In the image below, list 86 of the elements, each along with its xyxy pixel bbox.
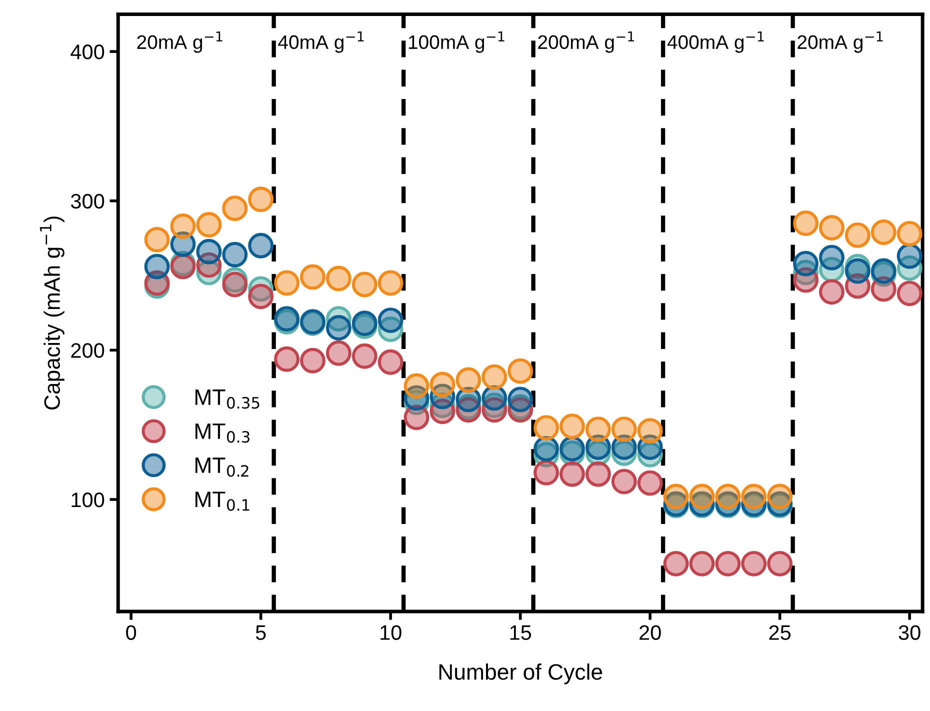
x-tick-label: 15 (510, 625, 532, 640)
point (741, 550, 767, 576)
point (663, 550, 689, 576)
point (534, 436, 560, 462)
point (352, 272, 378, 298)
point (378, 270, 404, 296)
point (430, 372, 456, 398)
point (560, 461, 585, 487)
point (196, 212, 222, 238)
point (456, 367, 482, 393)
point (378, 308, 404, 334)
point (896, 243, 922, 269)
y-tick-label: 300 (70, 194, 104, 209)
point (274, 270, 300, 296)
y-tick-label: 400 (70, 44, 104, 60)
point (560, 414, 585, 440)
x-tick-label: 5 (256, 625, 266, 640)
point (663, 484, 689, 510)
annotation: 20mA g$^{−1}$ (798, 31, 883, 53)
point (508, 386, 534, 412)
point (767, 550, 793, 576)
point (611, 416, 637, 442)
point (896, 220, 922, 246)
y-axis-title: Capacity (mAh g$^{−1}$) (40, 216, 64, 410)
point (482, 385, 508, 411)
point (144, 254, 170, 280)
point (326, 340, 352, 366)
point (170, 214, 196, 239)
point (585, 461, 611, 487)
point (715, 484, 741, 510)
y-tick-label: 100 (72, 492, 104, 508)
point (352, 343, 378, 369)
point (248, 284, 274, 310)
x-tick-label: 0 (126, 625, 136, 640)
point (482, 364, 508, 390)
point (819, 244, 844, 270)
point (689, 484, 715, 510)
point (508, 358, 534, 384)
point (378, 349, 404, 375)
point (222, 242, 248, 268)
point (534, 415, 560, 441)
annotation: 400mA g$^{−1}$ (667, 31, 764, 53)
point (819, 215, 844, 240)
point (819, 279, 844, 305)
point (534, 460, 560, 486)
point (637, 418, 663, 444)
point (326, 266, 352, 292)
point (248, 232, 274, 258)
point (637, 470, 663, 496)
point (300, 348, 326, 374)
point (222, 196, 248, 222)
x-tick-label: 10 (380, 625, 402, 640)
x-tick-label: 25 (769, 625, 791, 640)
legend-label: MT$_{0.1}$ (195, 492, 250, 511)
annotation: 100mA g$^{−1}$ (408, 31, 504, 53)
annotation: 200mA g$^{−1}$ (538, 31, 634, 53)
point (793, 250, 819, 276)
point (222, 272, 248, 298)
point (404, 373, 430, 399)
x-tick-label: 20 (640, 625, 661, 640)
point (300, 264, 326, 290)
annotation: 40mA g$^{−1}$ (278, 31, 364, 53)
legend-label: MT$_{0.2}$ (195, 458, 248, 477)
point (793, 210, 819, 236)
point (741, 484, 767, 510)
point (767, 484, 793, 510)
point (560, 436, 585, 462)
point (715, 550, 741, 576)
point (585, 416, 611, 442)
x-axis-title: Number of Cycle (439, 664, 602, 684)
legend-label: MT$_{0.3}$ (195, 424, 250, 443)
legend-label: MT$_{0.35}$ (195, 390, 260, 409)
point (844, 258, 870, 284)
y-tick-label: 200 (71, 343, 104, 358)
point (196, 238, 222, 264)
point (144, 226, 170, 252)
point (248, 186, 274, 212)
x-tick-label: 30 (898, 625, 920, 640)
annotation: 20mA g$^{−1}$ (137, 31, 222, 53)
point (870, 219, 896, 245)
point (326, 315, 352, 340)
point (844, 222, 870, 248)
point (611, 468, 637, 494)
point (689, 550, 715, 576)
point (274, 346, 300, 372)
point (896, 280, 922, 306)
